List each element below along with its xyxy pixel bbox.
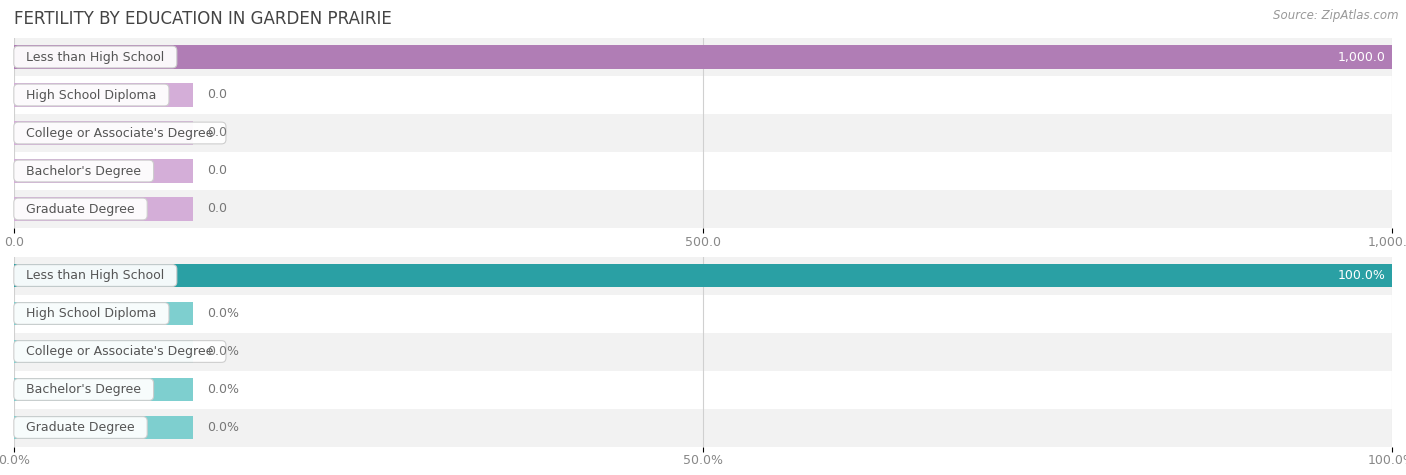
Bar (14, 197, 193, 221)
Text: College or Associate's Degree: College or Associate's Degree (18, 126, 222, 140)
Text: 0.0: 0.0 (207, 126, 226, 140)
Bar (14, 294, 1392, 332)
Text: 0.0: 0.0 (207, 88, 226, 102)
Text: College or Associate's Degree: College or Associate's Degree (18, 345, 222, 358)
Text: 0.0: 0.0 (207, 202, 226, 216)
Bar (14, 370, 1392, 408)
Text: 100.0%: 100.0% (1337, 269, 1385, 282)
Bar (14, 159, 193, 183)
Text: Graduate Degree: Graduate Degree (18, 202, 143, 216)
Text: 0.0%: 0.0% (207, 383, 239, 396)
Bar (14, 114, 1392, 152)
Text: Less than High School: Less than High School (18, 269, 173, 282)
Bar (14, 38, 1392, 76)
Text: FERTILITY BY EDUCATION IN GARDEN PRAIRIE: FERTILITY BY EDUCATION IN GARDEN PRAIRIE (14, 10, 392, 28)
Text: Bachelor's Degree: Bachelor's Degree (18, 383, 149, 396)
Bar (14, 408, 1392, 446)
Bar (14, 152, 1392, 190)
Bar (14, 378, 193, 401)
Bar (14, 416, 193, 439)
Text: 0.0%: 0.0% (207, 345, 239, 358)
Text: 1,000.0: 1,000.0 (1337, 50, 1385, 64)
Text: 0.0%: 0.0% (207, 421, 239, 434)
Bar (14, 264, 1392, 287)
Bar (14, 332, 1392, 371)
Bar (14, 190, 1392, 228)
Text: 0.0%: 0.0% (207, 307, 239, 320)
Text: Source: ZipAtlas.com: Source: ZipAtlas.com (1274, 10, 1399, 22)
Text: Less than High School: Less than High School (18, 50, 173, 64)
Bar (14, 83, 193, 107)
Text: High School Diploma: High School Diploma (18, 307, 165, 320)
Text: Graduate Degree: Graduate Degree (18, 421, 143, 434)
Bar (14, 76, 1392, 114)
Text: High School Diploma: High School Diploma (18, 88, 165, 102)
Bar (14, 256, 1392, 294)
Bar (14, 121, 193, 145)
Text: 0.0: 0.0 (207, 164, 226, 178)
Text: Bachelor's Degree: Bachelor's Degree (18, 164, 149, 178)
Bar (14, 45, 1392, 69)
Bar (14, 340, 193, 363)
Bar (14, 302, 193, 325)
